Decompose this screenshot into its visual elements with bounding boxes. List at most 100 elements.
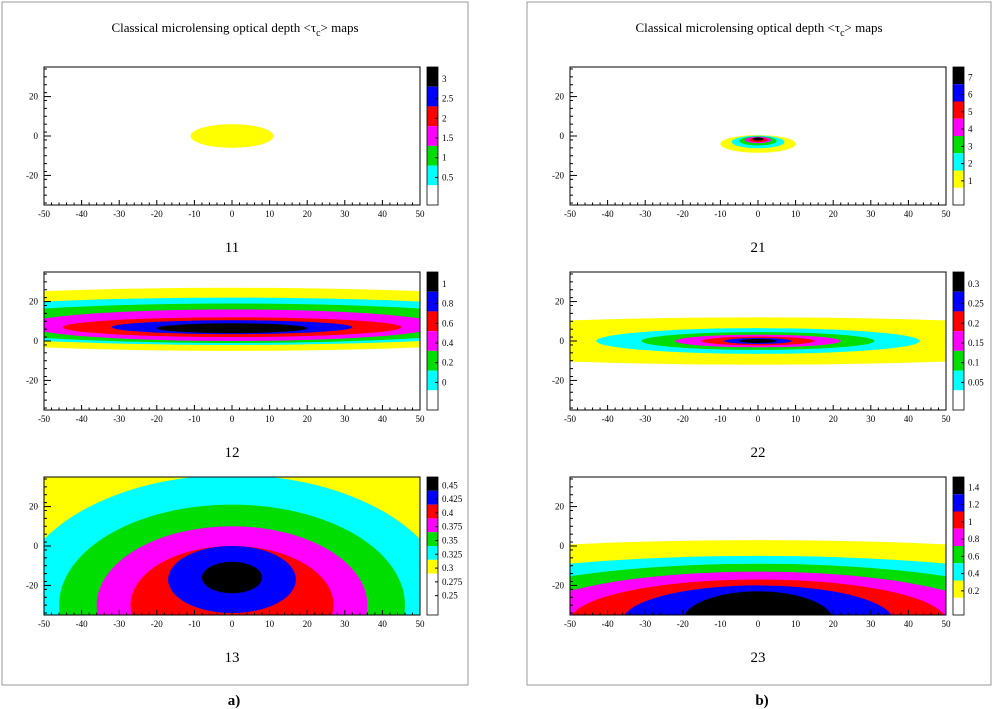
x-tick-label: 20 [303, 209, 313, 219]
legend: 0.45 0.425 0.4 0.375 0.35 0.325 0.3 0.275 0.25 [426, 476, 463, 616]
legend-swatch [953, 477, 964, 495]
legend-label: 0.375 [442, 522, 463, 532]
x-tick-label: 40 [904, 414, 914, 424]
x-tick-label: -30 [113, 414, 125, 424]
x-tick-label: -20 [677, 209, 689, 219]
map-22: -50 -40 -30 -20 -10 0 10 20 30 40 50200-200.30.250… [552, 271, 984, 461]
legend-swatch [953, 291, 964, 312]
legend-swatch [427, 126, 438, 146]
legend-label: 1.2 [968, 500, 979, 510]
legend-label: 0.15 [968, 338, 984, 348]
legend-label: 0.45 [442, 480, 458, 490]
legend-swatch [953, 331, 964, 351]
y-tick-label: -20 [552, 580, 564, 590]
x-tick-label: -30 [639, 619, 651, 629]
legend-swatch [953, 311, 964, 332]
x-tick-label: 20 [303, 619, 313, 629]
legend-label: 0.6 [968, 551, 980, 561]
legend-swatch [427, 106, 438, 127]
x-tick-label: 30 [866, 209, 876, 219]
y-tick-label: -20 [552, 170, 564, 180]
x-tick-label: -10 [188, 209, 200, 219]
x-tick-label: -40 [602, 209, 614, 219]
x-tick-label: 20 [829, 619, 839, 629]
x-tick-label: -30 [639, 414, 651, 424]
legend-label: 2 [442, 113, 447, 123]
map-number-label: 21 [751, 240, 766, 256]
x-tick-label: 30 [340, 209, 350, 219]
legend-swatch [953, 187, 964, 205]
contour-black [739, 339, 777, 343]
legend-swatch [953, 136, 964, 154]
x-tick-label: 20 [303, 414, 313, 424]
x-tick-label: 40 [904, 209, 914, 219]
panel-title: Classical microlensing optical depth <τc… [635, 20, 882, 39]
x-tick-label: 30 [340, 619, 350, 629]
panel-title: Classical microlensing optical depth <τc… [111, 20, 358, 39]
legend-label: 5 [968, 107, 973, 117]
legend: 7 6 5 4 3 2 1 [952, 66, 973, 206]
x-tick-label: -50 [38, 414, 50, 424]
panel-caption: b) [755, 693, 768, 709]
legend-label: 0.6 [442, 318, 454, 328]
y-tick-label: 20 [29, 92, 39, 102]
legend-label: 0.5 [442, 172, 454, 182]
x-tick-label: -50 [564, 209, 576, 219]
x-tick-label: 0 [230, 619, 235, 629]
x-tick-label: 50 [942, 209, 952, 219]
x-tick-label: -50 [38, 619, 50, 629]
legend-swatch [953, 597, 964, 615]
legend-swatch [427, 518, 438, 533]
legend-swatch [427, 390, 438, 410]
map-12: -50 -40 -30 -20 -10 0 10 20 30 40 50 20 0 -20 1 0.8 0.6 0… [26, 271, 454, 461]
legend-label: 0.05 [968, 377, 984, 387]
heatmap-area [570, 477, 946, 615]
legend-label: 0.3 [442, 563, 454, 573]
legend-swatch [427, 504, 438, 519]
legend-swatch [953, 546, 964, 564]
legend-swatch [953, 153, 964, 171]
x-tick-label: -50 [38, 209, 50, 219]
legend-swatch [953, 370, 964, 391]
legend-label: 0.2 [442, 358, 453, 368]
legend-swatch [427, 573, 438, 588]
contour-black [752, 137, 764, 141]
legend-label: 0 [442, 377, 447, 387]
x-tick-label: -30 [113, 209, 125, 219]
y-tick-label: 0 [560, 131, 565, 141]
panel-border [526, 1, 992, 686]
x-tick-label: -40 [602, 619, 614, 629]
y-tick-label: 20 [29, 297, 39, 307]
x-tick-label: 10 [265, 414, 275, 424]
legend-label: 4 [968, 124, 973, 134]
x-tick-label: 50 [416, 209, 426, 219]
legend-frame [952, 66, 965, 206]
legend-swatch [427, 559, 438, 574]
heatmap-area [570, 272, 946, 410]
legend-swatch [427, 546, 438, 560]
y-tick-label: 0 [34, 541, 39, 551]
legend-label: 0.425 [442, 494, 463, 504]
legend-swatch [953, 580, 964, 598]
contour-black [156, 323, 308, 334]
heatmap-area [570, 67, 946, 205]
map-number-label: 11 [225, 240, 239, 256]
x-tick-label: -40 [76, 209, 88, 219]
legend: 0.3 0.25 0.2 0.15 0.1 0.05 [952, 271, 984, 411]
x-tick-label: -40 [602, 414, 614, 424]
x-tick-label: -10 [714, 414, 726, 424]
x-tick-label: 0 [230, 209, 235, 219]
legend-frame [426, 271, 439, 411]
legend-label: 0.4 [442, 508, 454, 518]
legend-swatch [953, 528, 964, 546]
x-tick-label: 40 [904, 619, 914, 629]
x-tick-label: -30 [639, 209, 651, 219]
panel-a: Classical microlensing optical depth <τc… [1, 1, 469, 686]
contour-black [201, 561, 263, 594]
x-tick-label: 0 [756, 619, 761, 629]
legend-swatch [953, 272, 964, 292]
x-tick-label: 50 [942, 414, 952, 424]
x-tick-label: 10 [265, 209, 275, 219]
legend-label: 1 [968, 176, 973, 186]
legend-label: 2 [968, 159, 973, 169]
